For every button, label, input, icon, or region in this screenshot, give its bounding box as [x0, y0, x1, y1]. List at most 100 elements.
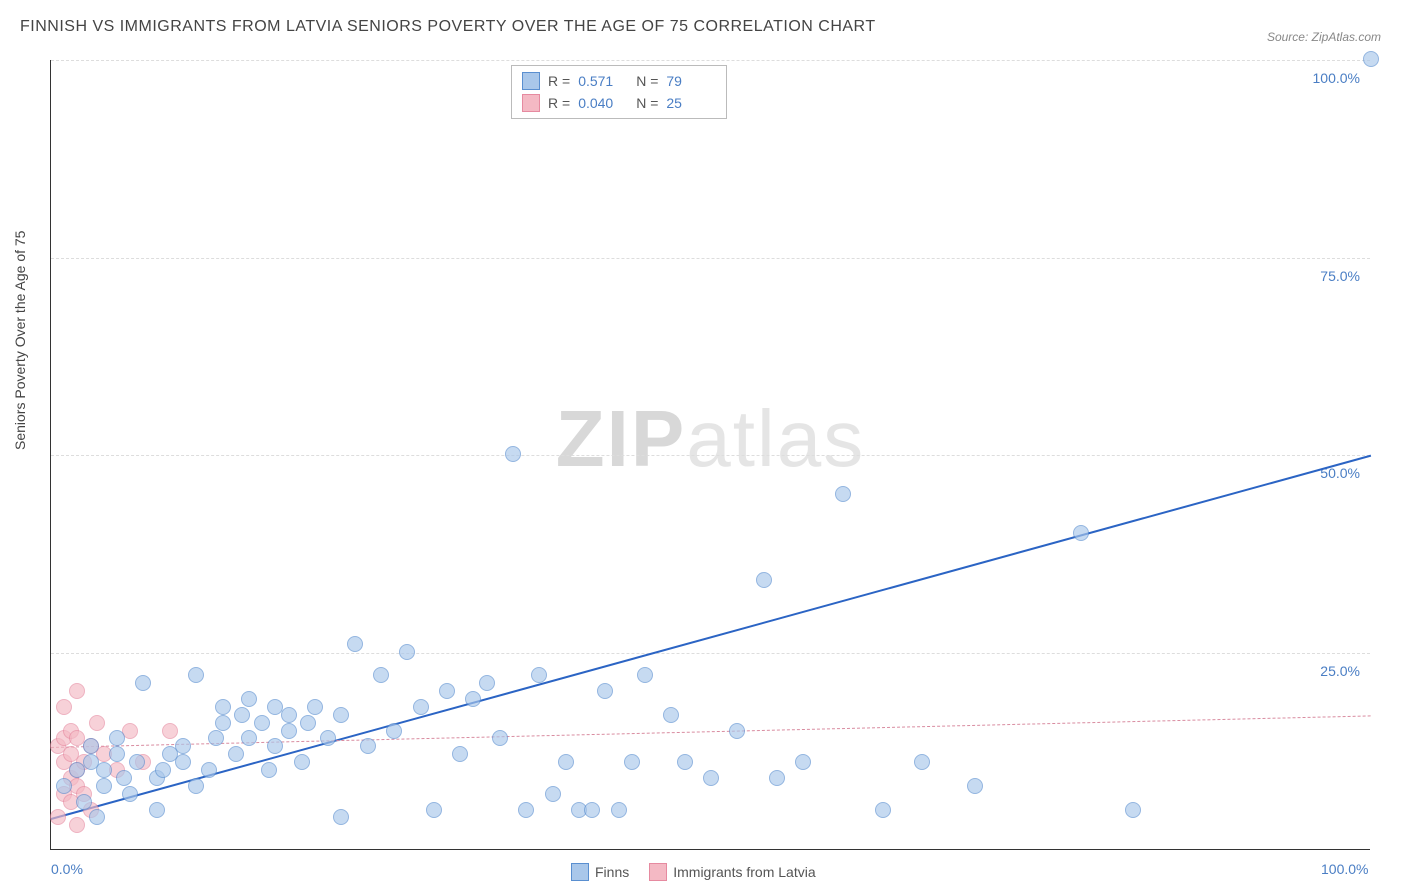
watermark: ZIPatlas: [556, 393, 865, 485]
data-point: [360, 738, 376, 754]
gridline: [51, 258, 1370, 259]
data-point: [967, 778, 983, 794]
data-point: [531, 667, 547, 683]
data-point: [756, 572, 772, 588]
chart-title: FINNISH VS IMMIGRANTS FROM LATVIA SENIOR…: [20, 18, 876, 36]
data-point: [558, 754, 574, 770]
data-point: [89, 715, 105, 731]
stat-r-value: 0.571: [578, 73, 628, 89]
stat-n-label: N =: [636, 73, 658, 89]
data-point: [835, 486, 851, 502]
data-point: [413, 699, 429, 715]
legend-label: Finns: [595, 864, 629, 880]
data-point: [637, 667, 653, 683]
stats-row: R =0.571N =79: [522, 70, 716, 92]
data-point: [1073, 525, 1089, 541]
legend-item: Immigrants from Latvia: [649, 863, 815, 881]
bottom-legend: Finns Immigrants from Latvia: [571, 863, 816, 881]
data-point: [149, 802, 165, 818]
data-point: [492, 730, 508, 746]
data-point: [663, 707, 679, 723]
data-point: [875, 802, 891, 818]
data-point: [83, 738, 99, 754]
data-point: [215, 715, 231, 731]
data-point: [465, 691, 481, 707]
data-point: [386, 723, 402, 739]
data-point: [267, 738, 283, 754]
legend-label: Immigrants from Latvia: [673, 864, 815, 880]
stat-r-label: R =: [548, 73, 570, 89]
data-point: [261, 762, 277, 778]
data-point: [914, 754, 930, 770]
ytick-label: 100.0%: [1313, 70, 1360, 86]
ytick-label: 25.0%: [1320, 663, 1360, 679]
data-point: [320, 730, 336, 746]
watermark-bold: ZIP: [556, 394, 686, 483]
data-point: [795, 754, 811, 770]
data-point: [175, 754, 191, 770]
data-point: [241, 691, 257, 707]
data-point: [50, 809, 66, 825]
data-point: [175, 738, 191, 754]
stat-r-label: R =: [548, 95, 570, 111]
data-point: [307, 699, 323, 715]
data-point: [584, 802, 600, 818]
data-point: [611, 802, 627, 818]
data-point: [155, 762, 171, 778]
data-point: [300, 715, 316, 731]
data-point: [729, 723, 745, 739]
data-point: [452, 746, 468, 762]
stats-legend: R =0.571N =79R =0.040N =25: [511, 65, 727, 119]
data-point: [208, 730, 224, 746]
data-point: [399, 644, 415, 660]
data-point: [294, 754, 310, 770]
data-point: [426, 802, 442, 818]
data-point: [76, 794, 92, 810]
data-point: [116, 770, 132, 786]
data-point: [518, 802, 534, 818]
gridline: [51, 60, 1370, 61]
data-point: [56, 778, 72, 794]
legend-item: Finns: [571, 863, 629, 881]
data-point: [122, 786, 138, 802]
data-point: [624, 754, 640, 770]
data-point: [241, 730, 257, 746]
data-point: [56, 699, 72, 715]
data-point: [439, 683, 455, 699]
data-point: [129, 754, 145, 770]
data-point: [281, 707, 297, 723]
data-point: [162, 723, 178, 739]
data-point: [505, 446, 521, 462]
legend-swatch: [522, 72, 540, 90]
data-point: [69, 817, 85, 833]
data-point: [281, 723, 297, 739]
gridline: [51, 455, 1370, 456]
stat-n-value: 25: [666, 95, 716, 111]
legend-swatch: [571, 863, 589, 881]
legend-swatch: [649, 863, 667, 881]
data-point: [69, 683, 85, 699]
watermark-light: atlas: [686, 394, 865, 483]
data-point: [1125, 802, 1141, 818]
data-point: [347, 636, 363, 652]
data-point: [228, 746, 244, 762]
ytick-label: 75.0%: [1320, 268, 1360, 284]
data-point: [769, 770, 785, 786]
data-point: [333, 809, 349, 825]
data-point: [597, 683, 613, 699]
xtick-label: 100.0%: [1321, 861, 1368, 877]
data-point: [96, 762, 112, 778]
trend-line: [51, 455, 1372, 820]
data-point: [215, 699, 231, 715]
plot-area: ZIPatlas R =0.571N =79R =0.040N =25 Finn…: [50, 60, 1370, 850]
data-point: [188, 778, 204, 794]
data-point: [135, 675, 151, 691]
data-point: [109, 730, 125, 746]
data-point: [333, 707, 349, 723]
data-point: [201, 762, 217, 778]
source-label: Source: ZipAtlas.com: [1267, 30, 1381, 44]
data-point: [1363, 51, 1379, 67]
stats-row: R =0.040N =25: [522, 92, 716, 114]
data-point: [703, 770, 719, 786]
data-point: [188, 667, 204, 683]
